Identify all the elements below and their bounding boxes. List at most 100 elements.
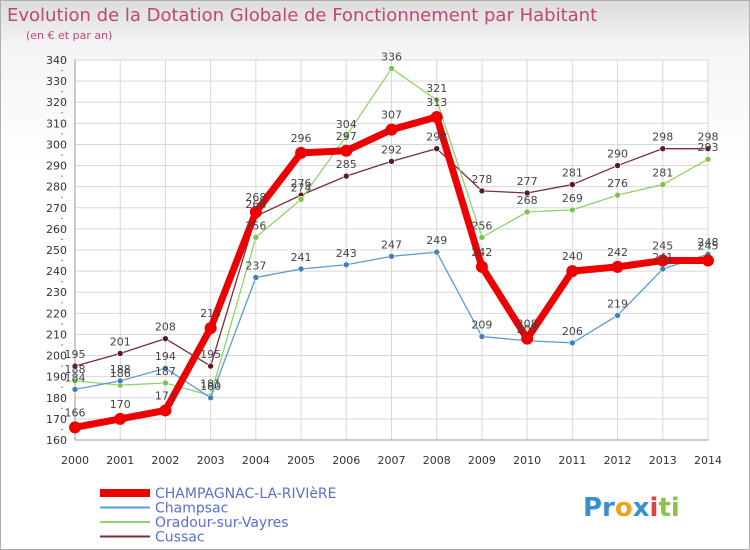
data-point xyxy=(249,206,262,218)
data-label: 208 xyxy=(155,321,176,334)
data-point xyxy=(71,386,79,393)
data-label: 240 xyxy=(562,250,583,263)
data-label: 307 xyxy=(381,109,402,122)
data-label: 292 xyxy=(381,143,402,156)
y-tick-label: 200 xyxy=(46,350,67,363)
data-label: 285 xyxy=(336,158,357,171)
data-label: 249 xyxy=(426,234,447,247)
data-point xyxy=(614,162,621,169)
data-label: 219 xyxy=(607,297,628,310)
data-labels: 166 170 174 213 268 296 297 307 313 242 208 240 242 2… xyxy=(65,50,719,419)
data-point xyxy=(342,172,350,180)
data-point xyxy=(614,191,621,199)
data-label: 241 xyxy=(291,251,312,264)
data-point xyxy=(159,404,172,417)
data-label: 207 xyxy=(517,323,538,336)
data-point xyxy=(478,333,486,340)
data-point xyxy=(162,364,169,372)
data-point xyxy=(659,181,667,188)
x-tick-label: 2002 xyxy=(151,454,179,467)
data-label: 274 xyxy=(291,181,312,194)
data-point xyxy=(388,158,395,165)
data-point xyxy=(430,111,443,123)
x-tick-label: 2013 xyxy=(649,454,677,467)
data-point xyxy=(340,144,353,157)
data-point xyxy=(523,189,531,197)
legend-label: Cussac xyxy=(155,530,205,546)
axes: 160 170 180 190 200 210 220 230 240 250 260 270 280 2… xyxy=(46,54,722,467)
data-label: 256 xyxy=(471,219,492,232)
data-label: 276 xyxy=(607,177,628,190)
y-tick-label: 190 xyxy=(46,371,67,384)
x-tick-label: 2000 xyxy=(61,454,89,467)
data-point xyxy=(162,335,169,342)
x-tick-label: 2008 xyxy=(423,454,451,467)
data-label: 237 xyxy=(245,259,266,272)
data-label: 268 xyxy=(517,194,538,207)
y-tick-label: 260 xyxy=(46,223,67,236)
data-label: 201 xyxy=(110,335,131,348)
data-label: 245 xyxy=(698,240,719,253)
series-layer xyxy=(69,65,714,434)
legend-label: Oradour-sur-Vayres xyxy=(155,515,289,531)
data-point xyxy=(207,362,214,370)
x-tick-label: 2001 xyxy=(106,454,134,467)
chart-title: Evolution de la Dotation Globale de Fonc… xyxy=(7,5,598,26)
x-tick-label: 2011 xyxy=(558,454,586,467)
data-point xyxy=(569,181,576,188)
data-label: 296 xyxy=(291,132,312,145)
data-label: 213 xyxy=(200,307,221,320)
data-point xyxy=(297,265,305,273)
data-label: 321 xyxy=(426,82,447,95)
data-label: 187 xyxy=(155,365,176,378)
data-point xyxy=(433,248,441,256)
y-tick-label: 310 xyxy=(46,117,67,130)
data-label: 298 xyxy=(652,131,673,144)
data-label: 245 xyxy=(652,240,673,253)
data-label: 184 xyxy=(65,371,86,384)
data-point xyxy=(569,206,576,214)
data-label: 170 xyxy=(110,398,131,411)
data-label: 313 xyxy=(426,96,447,109)
y-tick-label: 330 xyxy=(46,75,67,88)
data-label: 336 xyxy=(381,50,402,63)
data-label: 186 xyxy=(110,367,131,380)
data-point xyxy=(433,96,441,104)
data-point xyxy=(659,145,667,152)
legend-label: CHAMPAGNAC-LA-RIVIèRE xyxy=(155,486,337,502)
y-tick-label: 160 xyxy=(46,434,67,447)
x-tick-label: 2009 xyxy=(468,454,496,467)
x-tick-label: 2003 xyxy=(197,454,225,467)
data-point xyxy=(252,274,260,281)
y-tick-label: 220 xyxy=(46,307,67,320)
data-label: 243 xyxy=(336,247,357,260)
data-point xyxy=(388,253,395,260)
data-label: 206 xyxy=(562,325,583,338)
y-tick-label: 210 xyxy=(46,328,67,341)
x-tick-label: 2005 xyxy=(287,454,315,467)
data-point xyxy=(71,362,79,370)
data-point xyxy=(252,234,260,241)
data-point xyxy=(385,123,398,136)
data-point xyxy=(523,208,531,216)
y-tick-label: 290 xyxy=(46,160,67,173)
y-tick-label: 320 xyxy=(46,96,67,109)
data-label: 297 xyxy=(336,130,357,143)
x-tick-label: 2007 xyxy=(378,454,406,467)
data-label: 278 xyxy=(471,173,492,186)
data-label: 195 xyxy=(65,348,86,361)
logo-text: Proxiti xyxy=(583,493,680,523)
data-point xyxy=(342,261,350,269)
x-tick-label: 2010 xyxy=(513,454,541,467)
y-tick-label: 340 xyxy=(46,54,67,67)
data-point xyxy=(702,254,714,267)
logo-letters: ti xyxy=(658,493,679,523)
data-label: 298 xyxy=(698,131,719,144)
data-label: 304 xyxy=(336,118,357,131)
data-label: 247 xyxy=(381,238,402,251)
data-point xyxy=(611,260,624,273)
logo-letters: o xyxy=(615,493,633,523)
data-point xyxy=(521,332,534,345)
data-point xyxy=(162,379,169,387)
